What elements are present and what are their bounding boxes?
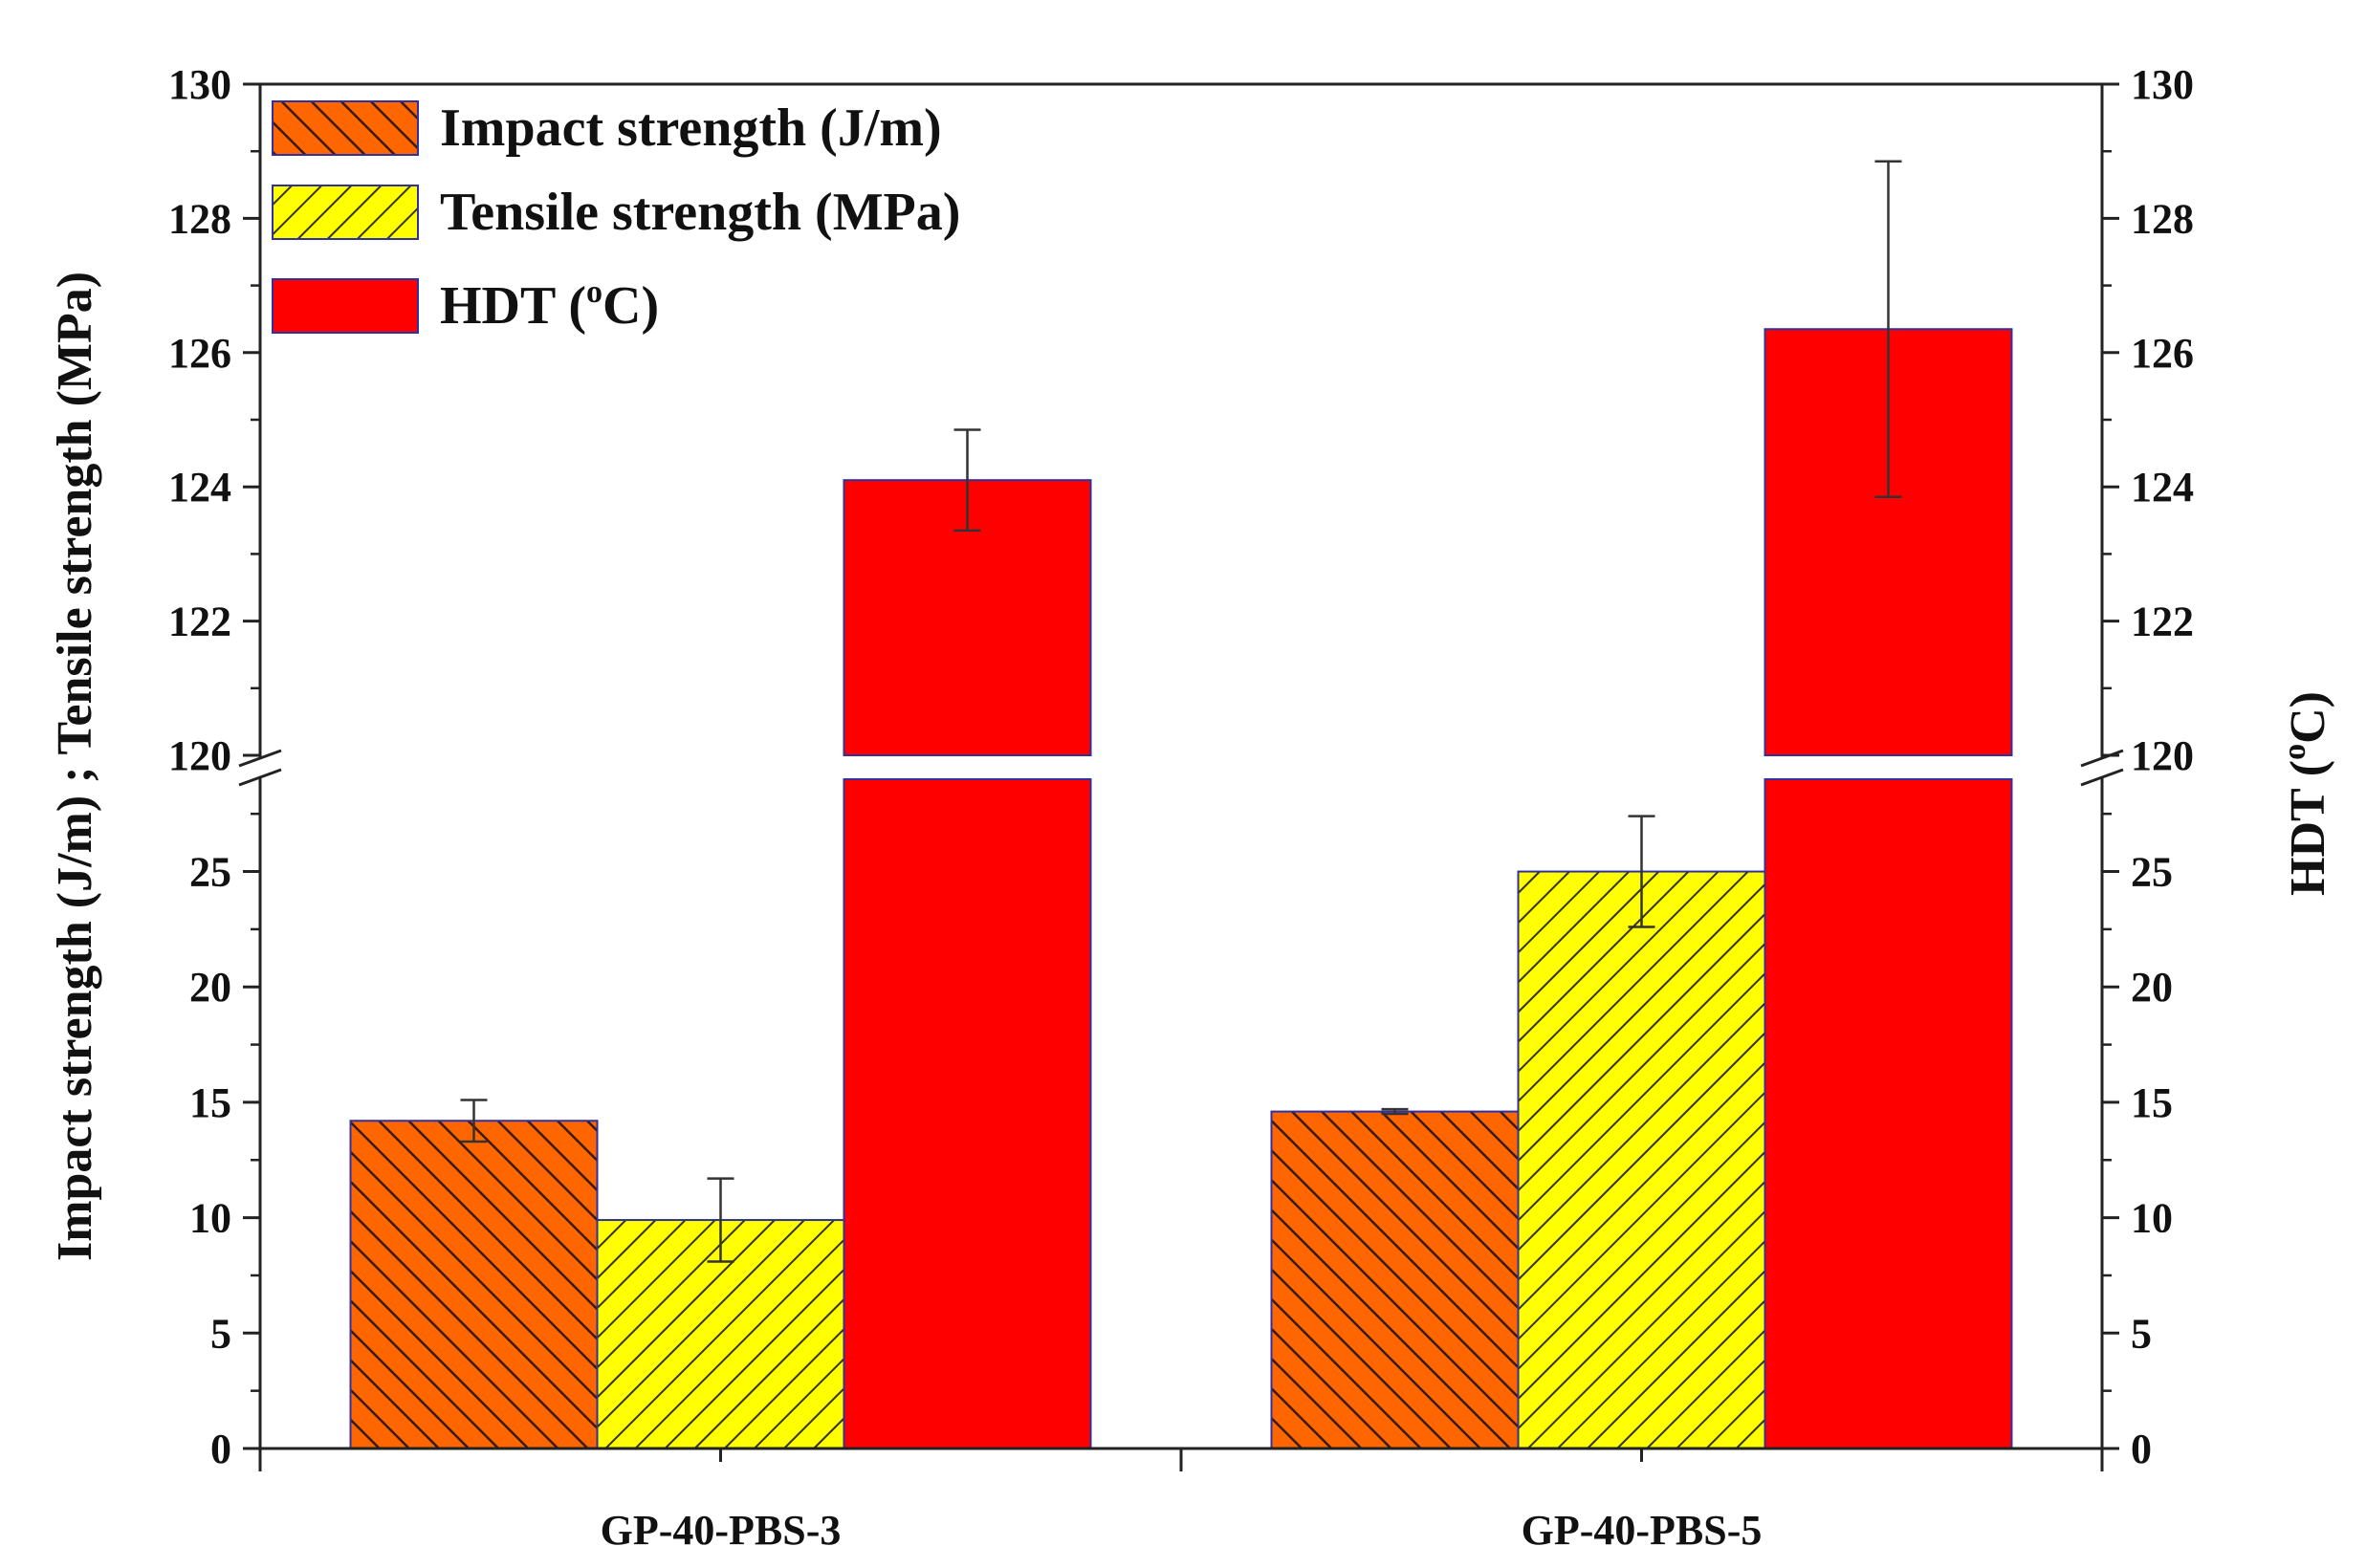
y-tick-label-right: 20: [2131, 964, 2173, 1011]
bar-tensile-2: [1517, 870, 1766, 1449]
axis-break-mark-left: [238, 749, 282, 768]
axis-break-mark-right: [2080, 768, 2124, 787]
legend-label-2: Tensile strength (MPa): [440, 183, 960, 242]
y-tick-label-left: 124: [168, 464, 231, 511]
legend: Impact strength (J/m) Tensile strength (M…: [272, 98, 960, 336]
axis-break-gap: [262, 758, 2100, 777]
legend-swatch-3: [272, 278, 419, 334]
y-tick-label-left: 15: [189, 1079, 231, 1126]
y-tick-label-right: 25: [2131, 849, 2173, 896]
legend-label-text: Impact strength (J/m): [440, 98, 942, 158]
y-tick-label-right: 122: [2131, 599, 2194, 645]
legend-swatch-2: [272, 185, 419, 240]
y-tick-label-right: 130: [2131, 61, 2194, 108]
y-tick-label-left: 5: [210, 1310, 231, 1357]
plot-area: 120 120 122 122 124 124 126 126 128 128 130 130 0 0 5 5…: [48, 61, 2335, 1554]
bar-impact-2: [1270, 1110, 1520, 1449]
bar-hdt-2-lower: [1764, 778, 2013, 1449]
y-tick-label-left: 25: [189, 849, 231, 896]
y-tick-label-left: 20: [189, 964, 231, 1011]
legend-label-1: Impact strength (J/m): [440, 98, 942, 158]
y-tick-label-right: 120: [2131, 732, 2194, 779]
y-axis-title-right-unit: C): [2281, 691, 2335, 744]
y-tick-label-left: 128: [168, 195, 231, 242]
axis-break-mark-right: [2080, 749, 2124, 768]
axis-break-mark-left: [238, 768, 282, 787]
legend-label-sup: o: [586, 274, 602, 310]
legend-label-text: HDT (: [440, 276, 586, 336]
y-tick-label-right: 15: [2131, 1079, 2173, 1126]
y-axis-title-right: HDT (oC): [2277, 691, 2335, 896]
y-tick-label-right: 128: [2131, 195, 2194, 242]
legend-label-3: HDT (oC): [440, 274, 659, 336]
y-tick-label-left: 122: [168, 599, 231, 645]
x-tick-label: GP-40-PBS-5: [1522, 1507, 1763, 1554]
y-tick-label-right: 124: [2131, 464, 2194, 511]
y-tick-label-right: 126: [2131, 330, 2194, 377]
legend-label-text: Tensile strength (MPa): [440, 183, 960, 242]
y-tick-label-left: 10: [189, 1195, 231, 1242]
y-tick-label-left: 126: [168, 330, 231, 377]
x-tick-label: GP-40-PBS-3: [601, 1507, 842, 1554]
y-axis-title-right-main: HDT (: [2281, 760, 2335, 896]
legend-label-unit: C): [602, 276, 659, 336]
legend-swatch-1: [272, 100, 419, 156]
y-axis-title-left: Impact strength (J/m) ; Tensile strength…: [48, 272, 102, 1261]
y-axis-title-right-sup: o: [2277, 744, 2312, 760]
y-tick-label-right: 0: [2131, 1426, 2152, 1472]
bar-impact-1: [349, 1120, 599, 1449]
y-tick-label-left: 120: [168, 732, 231, 779]
y-tick-label-right: 5: [2131, 1310, 2152, 1357]
bar-hdt-1-lower: [843, 778, 1092, 1449]
y-tick-label-left: 130: [168, 61, 231, 108]
y-tick-label-left: 0: [210, 1426, 231, 1472]
y-tick-label-right: 10: [2131, 1195, 2173, 1242]
